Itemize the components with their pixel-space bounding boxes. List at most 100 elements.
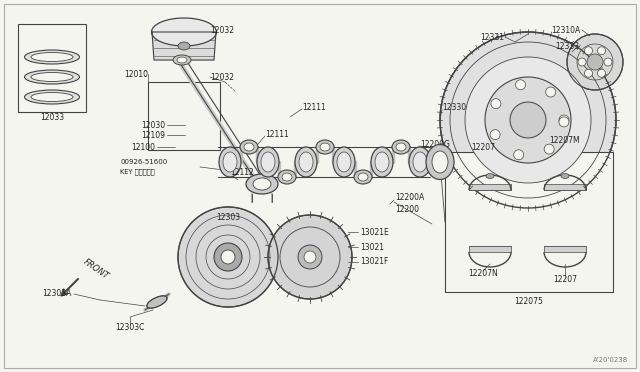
Text: 12100: 12100 [131,142,155,151]
Circle shape [546,87,556,97]
Text: 13021F: 13021F [360,257,388,266]
Bar [544,246,586,252]
Text: 12111: 12111 [265,129,289,138]
Ellipse shape [219,147,241,177]
Circle shape [584,47,593,55]
Text: 12109: 12109 [141,131,165,140]
Text: 12030: 12030 [141,121,165,129]
Circle shape [559,115,569,125]
Ellipse shape [24,70,79,84]
Bar [18,24,86,112]
Polygon shape [152,32,216,60]
Circle shape [214,243,242,271]
Circle shape [567,34,623,90]
Ellipse shape [409,147,431,177]
Text: 13021E: 13021E [360,228,388,237]
Ellipse shape [24,90,79,104]
Text: 12032: 12032 [210,26,234,35]
Ellipse shape [253,178,271,190]
Circle shape [178,207,278,307]
Ellipse shape [354,170,372,184]
Circle shape [440,32,616,208]
Circle shape [559,117,569,127]
Circle shape [304,251,316,263]
Text: 12303C: 12303C [115,323,145,331]
Ellipse shape [152,18,216,46]
Ellipse shape [31,73,73,81]
Ellipse shape [223,152,237,172]
Ellipse shape [278,170,296,184]
Circle shape [491,99,501,109]
Ellipse shape [261,152,275,172]
Circle shape [604,58,612,66]
Text: 12207: 12207 [553,276,577,285]
Ellipse shape [178,42,190,50]
Circle shape [598,69,605,77]
Text: 12200A: 12200A [395,192,424,202]
Text: 12032: 12032 [210,73,234,81]
Text: 12310A: 12310A [551,26,580,35]
Bar [469,184,511,190]
Text: 12330: 12330 [442,103,466,112]
Text: 12112: 12112 [230,167,253,176]
Text: 12333: 12333 [555,42,579,51]
Text: A'20'0238: A'20'0238 [593,357,628,363]
Ellipse shape [244,143,254,151]
Ellipse shape [396,143,406,151]
Circle shape [465,57,591,183]
Text: 12207: 12207 [471,142,495,151]
Text: 00926-51600: 00926-51600 [120,159,167,165]
Ellipse shape [432,151,448,173]
Text: 13021: 13021 [360,243,384,251]
Text: 12331: 12331 [480,32,504,42]
Text: 12207N: 12207N [468,269,498,279]
Circle shape [544,144,554,154]
Circle shape [268,215,352,299]
Ellipse shape [392,140,410,154]
Ellipse shape [240,140,258,154]
Ellipse shape [426,144,454,180]
Text: 12200: 12200 [395,205,419,214]
Ellipse shape [333,147,355,177]
Ellipse shape [31,52,73,61]
Ellipse shape [299,152,313,172]
Circle shape [578,58,586,66]
Ellipse shape [337,152,351,172]
Circle shape [514,150,524,160]
Ellipse shape [246,174,278,194]
Ellipse shape [173,55,191,65]
Text: 12207M: 12207M [550,135,580,144]
Bar [544,184,586,190]
Ellipse shape [413,152,427,172]
Ellipse shape [561,173,569,179]
Ellipse shape [320,143,330,151]
Text: 12111: 12111 [302,103,326,112]
Bar [445,152,613,292]
Bar [469,246,511,252]
Ellipse shape [31,93,73,102]
Text: 122075: 122075 [515,298,543,307]
Circle shape [490,130,500,140]
Circle shape [221,250,235,264]
Ellipse shape [375,152,389,172]
Ellipse shape [316,140,334,154]
Text: 12200G: 12200G [420,140,450,148]
Ellipse shape [371,147,393,177]
Circle shape [510,102,546,138]
Circle shape [298,245,322,269]
Circle shape [598,47,605,55]
Circle shape [515,80,525,90]
Ellipse shape [177,57,187,63]
Ellipse shape [486,173,494,179]
Text: FRONT: FRONT [82,257,111,281]
Ellipse shape [24,50,79,64]
Bar [148,82,220,150]
Ellipse shape [147,296,167,308]
Ellipse shape [257,147,279,177]
Text: 12033: 12033 [40,112,64,122]
Ellipse shape [295,147,317,177]
Text: 12303: 12303 [216,212,240,221]
Circle shape [587,54,603,70]
Ellipse shape [358,173,368,181]
Text: KEY キー（２）: KEY キー（２） [120,169,155,175]
